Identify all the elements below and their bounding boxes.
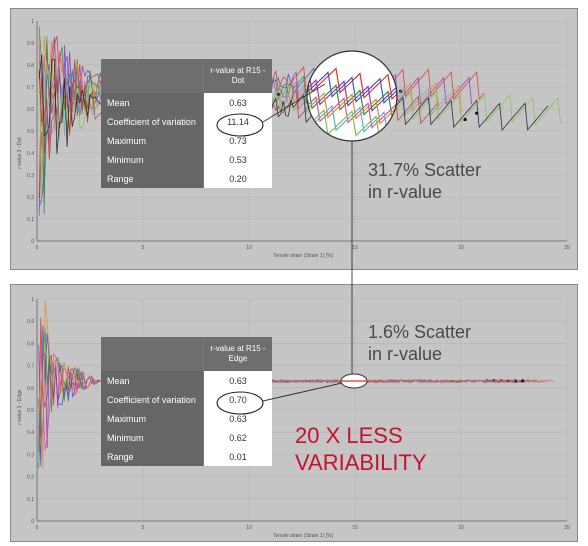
dot-x-tick-label: 25 <box>564 245 570 251</box>
edge-row-label: Mean <box>101 371 204 390</box>
dot-y-tick-label: 0.8 <box>27 63 34 69</box>
edge-y-tick-label: 0.6 <box>27 386 34 392</box>
edge-table-header: r-value at R15 - Edge <box>203 337 272 371</box>
dot-x-tick-label: 20 <box>458 245 464 251</box>
edge-y-tick-label: 0.8 <box>27 341 34 347</box>
dot-row-label: Coefficient of variation <box>101 112 204 131</box>
dot-y-tick-label: 0 <box>31 239 34 245</box>
edge-row-label: Range <box>101 447 204 466</box>
edge-y-tick-label: 0.2 <box>27 475 34 481</box>
edge-x-tick-label: 20 <box>458 525 464 531</box>
edge-scatter-line1: 1.6% Scatter <box>368 322 472 342</box>
edge-row-value: 0.62 <box>203 428 272 447</box>
edge-y-tick-label: 0.9 <box>27 319 34 325</box>
dot-row-label: Mean <box>101 93 204 112</box>
edge-x-tick-label: 5 <box>142 525 145 531</box>
dot-x-tick-label: 10 <box>246 245 252 251</box>
callout-line1: 20 X LESS <box>295 423 403 448</box>
dot-x-axis-label: Tensile strain (Strain 1) [%] <box>273 253 333 259</box>
edge-stats-table: r-value at R15 - Edge Mean 0.63 Coefficie… <box>101 337 272 466</box>
magnified-series-line <box>307 95 397 129</box>
edge-cov-highlight <box>216 391 264 415</box>
magnified-series-line <box>307 78 397 112</box>
dot-y-tick-label: 0.5 <box>27 129 34 135</box>
edge-scatter-line2: in r-value <box>368 344 443 364</box>
dot-y-tick-label: 0.1 <box>27 217 34 223</box>
edge-y-tick-label: 0.7 <box>27 364 34 370</box>
dot-y-tick-label: 1 <box>31 19 34 25</box>
edge-x-tick-label: 25 <box>564 525 570 531</box>
edge-row-label: Maximum <box>101 409 204 428</box>
dot-row-label: Minimum <box>101 150 204 169</box>
edge-y-tick-label: 0.5 <box>27 408 34 414</box>
dot-connector-line <box>262 83 326 123</box>
edge-connector-line <box>262 382 343 402</box>
dot-stats-table: r-value at R15 - Dot Mean 0.63 Coefficien… <box>101 59 272 188</box>
dot-y-tick-label: 0.4 <box>27 151 34 157</box>
edge-y-tick-label: 0.3 <box>27 452 34 458</box>
edge-row-value: 0.63 <box>203 409 272 428</box>
dot-y-tick-label: 0.7 <box>27 85 34 91</box>
edge-row-value: 0.01 <box>203 447 272 466</box>
edge-x-tick-label: 10 <box>246 525 252 531</box>
dot-row-label: Maximum <box>101 131 204 150</box>
edge-x-tick-label: 0 <box>36 525 39 531</box>
magnified-series-line <box>307 99 397 138</box>
edge-table-header-blank <box>101 337 204 371</box>
dot-scatter-annotation: 31.7% Scatter in r-value <box>368 159 481 203</box>
edge-y-tick-label: 0.1 <box>27 497 34 503</box>
edge-row-label: Minimum <box>101 428 204 447</box>
dot-x-tick-label: 15 <box>352 245 358 251</box>
dot-x-tick-label: 5 <box>142 245 145 251</box>
dot-y-tick-label: 0.2 <box>27 195 34 201</box>
edge-y-tick-label: 0 <box>31 519 34 525</box>
dot-cov-highlight <box>216 113 264 137</box>
edge-row-label: Coefficient of variation <box>101 390 204 409</box>
dot-y-tick-label: 0.6 <box>27 107 34 113</box>
edge-scatter-annotation: 1.6% Scatter in r-value <box>368 321 471 365</box>
edge-y-tick-label: 1 <box>31 297 34 303</box>
edge-series-marker <box>521 379 525 383</box>
dot-series-marker <box>463 117 467 122</box>
dot-table-header: r-value at R15 - Dot <box>203 59 272 93</box>
dot-row-value: 0.63 <box>203 93 272 112</box>
dot-row-label: Range <box>101 169 204 188</box>
edge-y-tick-label: 0.4 <box>27 430 34 436</box>
dot-table-header-blank <box>101 59 204 93</box>
variability-callout: 20 X LESS VARIABILITY <box>295 422 427 476</box>
dot-scatter-line2: in r-value <box>368 182 443 202</box>
dot-x-tick-label: 0 <box>36 245 39 251</box>
dot-scatter-line1: 31.7% Scatter <box>368 160 482 180</box>
edge-row-value: 0.63 <box>203 371 272 390</box>
callout-line2: VARIABILITY <box>295 450 427 475</box>
edge-x-axis-label: Tensile strain (Strain 1) [%] <box>273 533 333 539</box>
edge-x-tick-label: 15 <box>352 525 358 531</box>
dot-row-value: 0.73 <box>203 131 272 150</box>
dot-y-tick-label: 0.9 <box>27 41 34 47</box>
dot-y-tick-label: 0.3 <box>27 173 34 179</box>
dot-row-value: 0.53 <box>203 150 272 169</box>
edge-chart-plot: 00.10.20.30.40.50.60.70.80.910 5 10 15 20 25 <box>27 297 570 531</box>
dot-row-value: 0.20 <box>203 169 272 188</box>
